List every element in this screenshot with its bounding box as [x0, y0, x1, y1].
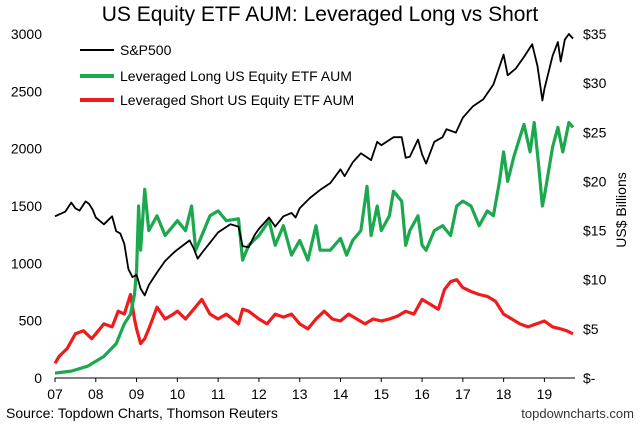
left-y-tick-label: 3000: [11, 26, 42, 42]
right-y-tick-labels: $- $5 $10 $15 $20 $25 $30 $35: [583, 26, 607, 386]
x-tick-label: 09: [129, 386, 145, 402]
x-tick-label: 08: [88, 386, 104, 402]
right-y-tick-label: $20: [583, 173, 607, 189]
right-y-tick-label: $25: [583, 124, 607, 140]
legend-label: Leveraged Long US Equity ETF AUM: [120, 68, 352, 84]
x-tick-labels: 07 08 09 10 11 12 13 14 15 16 17 18 19: [47, 378, 552, 402]
right-y-axis-label: US$ Billions: [613, 172, 629, 247]
x-tick-label: 19: [537, 386, 553, 402]
right-y-tick-label: $15: [583, 223, 607, 239]
left-y-tick-label: 1500: [11, 198, 42, 214]
chart-title: US Equity ETF AUM: Leveraged Long vs Sho…: [102, 3, 539, 26]
left-y-tick-label: 1000: [11, 255, 42, 271]
x-tick-label: 18: [496, 386, 512, 402]
left-y-tick-label: 500: [19, 313, 43, 329]
x-tick-label: 16: [414, 386, 430, 402]
right-y-tick-label: $5: [583, 321, 599, 337]
leveraged-short-line: [53, 278, 574, 365]
left-y-tick-labels: 0 500 1000 1500 2000 2500 3000: [11, 26, 42, 386]
left-y-tick-label: 2500: [11, 83, 42, 99]
right-y-tick-label: $30: [583, 75, 607, 91]
series-lines: [53, 33, 575, 375]
legend-label: Leveraged Short US Equity ETF AUM: [120, 92, 354, 108]
x-tick-label: 10: [170, 386, 186, 402]
legend-label: S&P500: [120, 42, 172, 58]
x-tick-label: 07: [47, 386, 63, 402]
x-tick-label: 15: [373, 386, 389, 402]
x-tick-label: 12: [251, 386, 267, 402]
x-tick-label: 14: [333, 386, 349, 402]
right-y-tick-label: $-: [583, 370, 596, 386]
right-y-tick-label: $10: [583, 272, 607, 288]
legend: S&P500 Leveraged Long US Equity ETF AUM Le…: [80, 42, 354, 108]
x-tick-label: 17: [455, 386, 471, 402]
x-tick-label: 11: [211, 386, 226, 402]
leveraged-long-line: [54, 120, 575, 375]
source-note: Source: Topdown Charts, Thomson Reuters: [6, 405, 278, 421]
left-y-tick-label: 0: [34, 370, 42, 386]
left-y-tick-label: 2000: [11, 141, 42, 157]
sp500-line: [54, 33, 574, 297]
right-y-tick-label: $35: [583, 26, 607, 42]
x-tick-label: 13: [292, 386, 308, 402]
site-credit: topdowncharts.com: [521, 406, 634, 421]
